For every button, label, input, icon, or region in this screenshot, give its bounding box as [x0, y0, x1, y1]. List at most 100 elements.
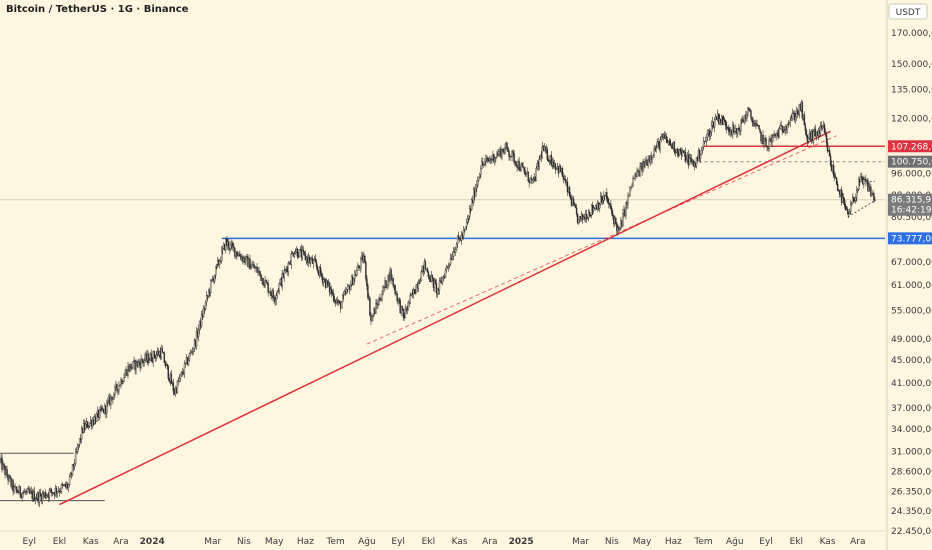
currency-button[interactable] [888, 3, 928, 20]
candle-body [652, 155, 654, 159]
candle-body [695, 157, 698, 167]
candle-body [574, 204, 577, 209]
candle-body [725, 120, 727, 127]
candle-body [415, 284, 417, 294]
candle-body [347, 285, 349, 290]
candle-body [394, 285, 396, 295]
candle-body [464, 226, 467, 231]
candle-body [689, 157, 692, 160]
time-axis: Eyl Ekl Kas Ara 2024 Mar Nis May Haz Tem Ağu Eyl Ekl… [22, 537, 865, 547]
candle-body [501, 149, 503, 158]
candle-body [401, 306, 403, 310]
candle-body [481, 161, 483, 169]
x-tick-label: Ağu [726, 537, 744, 547]
candle-body [213, 275, 216, 282]
candle-body [424, 261, 427, 269]
candle-body [673, 141, 676, 152]
candle-body [796, 110, 799, 114]
candle-body [685, 159, 688, 162]
candle-body [239, 253, 241, 257]
candle-body [701, 147, 704, 151]
candle-body [302, 249, 305, 252]
pattern-lower [847, 200, 876, 218]
candle-body [38, 492, 41, 503]
candle-body [183, 363, 186, 374]
candle-body [836, 184, 839, 191]
x-tick-label: Ara [850, 537, 865, 547]
candle-body [656, 141, 658, 149]
candle-body [68, 476, 71, 485]
candle-body [256, 266, 258, 273]
candle-body [628, 194, 630, 197]
candle-body [1, 457, 3, 470]
candle-body [277, 290, 279, 292]
candle-body [33, 491, 35, 501]
candle-body [456, 235, 459, 245]
candle-body [702, 141, 705, 148]
candle-body [86, 421, 89, 428]
price-label-box [888, 155, 932, 168]
candle-body [728, 127, 730, 132]
candle-body [290, 253, 293, 265]
candle-body [275, 295, 277, 301]
candle-body [524, 170, 526, 175]
candle-body [21, 493, 23, 498]
candle-body [525, 173, 527, 175]
candle-body [449, 257, 452, 265]
candle-body [724, 119, 726, 122]
candle-body [749, 109, 751, 112]
candle-body [825, 134, 828, 144]
candle-body [398, 298, 400, 301]
y-tick-label: 49.000,00 [891, 335, 932, 345]
candle-body [632, 177, 634, 186]
candle-body [195, 331, 198, 347]
candle-body [554, 163, 557, 170]
candle-body [871, 193, 873, 197]
candle-body [706, 132, 709, 138]
price-label-text: 100.750,00 [891, 158, 932, 168]
candle-body [717, 113, 720, 124]
candle-body [365, 262, 367, 280]
candle-body [77, 444, 80, 447]
candle-body [358, 265, 360, 268]
candle-body [296, 248, 299, 257]
candle-body [251, 264, 253, 268]
candle-body [319, 266, 322, 274]
candle-body [535, 168, 537, 181]
candle-body [210, 279, 213, 281]
candle-body [364, 255, 366, 263]
candle-body [9, 475, 11, 479]
candle-body [216, 264, 218, 267]
candle-body [454, 249, 457, 253]
candle-body [826, 142, 829, 152]
candle-body [511, 151, 513, 157]
candle-body [119, 385, 121, 387]
candle-body [587, 212, 590, 219]
candle-body [608, 202, 610, 205]
candle-body [483, 164, 485, 166]
x-tick-label: May [633, 537, 652, 547]
candle-body [76, 445, 79, 452]
candle-body [89, 422, 91, 427]
candle-body [723, 119, 725, 126]
candle-body [372, 314, 374, 317]
candle-body [113, 394, 115, 400]
candle-body [768, 139, 770, 149]
candle-body [829, 155, 832, 165]
candle-body [118, 385, 120, 392]
candle-body [330, 288, 333, 294]
candle-body [564, 179, 567, 183]
candle-body [426, 268, 429, 273]
candle-body [515, 161, 517, 166]
candle-body [446, 266, 449, 268]
candle-body [45, 495, 48, 498]
candle-body [832, 165, 835, 176]
candle-body [189, 352, 192, 354]
candle-body [132, 361, 134, 368]
candle-body [447, 265, 450, 268]
candle-body [434, 280, 437, 284]
candle-body [759, 129, 761, 133]
candle-body [610, 203, 612, 209]
